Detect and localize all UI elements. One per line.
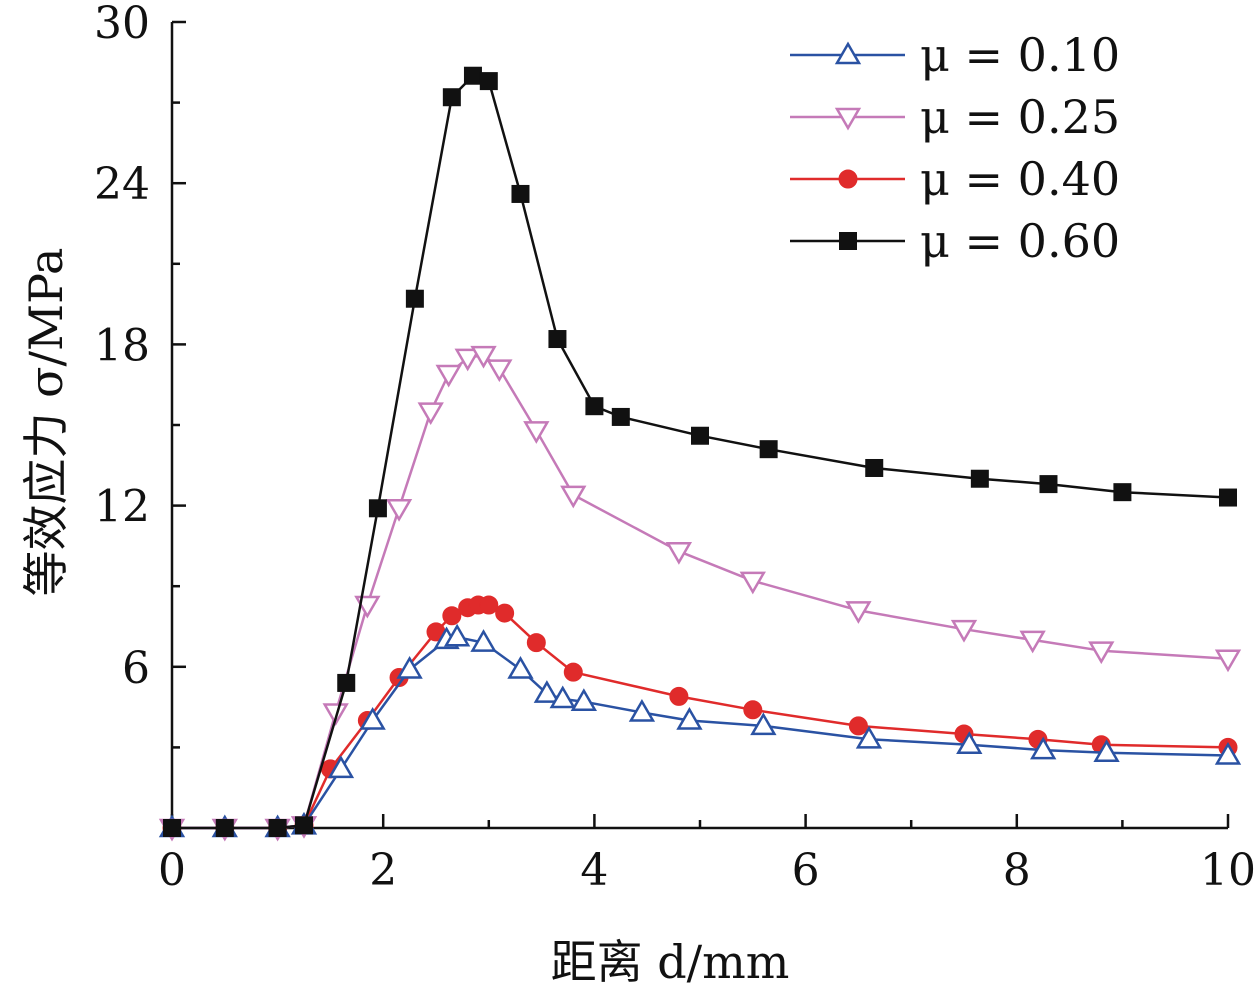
data-point bbox=[1214, 741, 1242, 765]
data-point bbox=[268, 819, 287, 837]
data-point bbox=[435, 364, 462, 388]
data-point bbox=[570, 688, 598, 711]
x-tick-label: 6 bbox=[792, 845, 820, 896]
x-tick-label: 8 bbox=[1003, 845, 1031, 896]
data-point bbox=[611, 407, 630, 426]
legend: μ = 0.10 μ = 0.25 μ = 0.40 μ = 0.60 bbox=[790, 28, 1120, 268]
data-point bbox=[743, 700, 763, 720]
data-point bbox=[215, 819, 234, 837]
legend-swatch-marker bbox=[834, 107, 862, 131]
data-point bbox=[359, 707, 386, 730]
data-point bbox=[848, 716, 868, 736]
data-point bbox=[295, 816, 313, 835]
data-point bbox=[1214, 649, 1242, 673]
data-point bbox=[463, 66, 482, 85]
data-point bbox=[845, 601, 872, 624]
x-tick-label: 2 bbox=[369, 845, 397, 896]
legend-swatch-marker bbox=[834, 41, 862, 65]
data-point bbox=[479, 595, 499, 615]
y-axis-label: 等效应力 σ/MPa bbox=[19, 248, 73, 597]
data-point bbox=[327, 755, 355, 779]
y-tick-label: 6 bbox=[122, 643, 150, 694]
data-point bbox=[442, 88, 461, 107]
data-point bbox=[1088, 641, 1115, 665]
data-point bbox=[417, 402, 444, 426]
legend-swatch-marker bbox=[838, 169, 858, 189]
legend-item: μ = 0.60 bbox=[790, 214, 1120, 268]
data-point bbox=[560, 485, 587, 509]
x-tick-label: 4 bbox=[580, 845, 608, 896]
data-point bbox=[470, 345, 497, 369]
data-point bbox=[1030, 736, 1057, 760]
y-tick-label: 18 bbox=[94, 320, 150, 371]
data-point bbox=[970, 469, 989, 488]
data-point bbox=[1039, 475, 1058, 494]
series-2 bbox=[162, 595, 1238, 838]
series-layer bbox=[158, 66, 1242, 842]
data-point bbox=[442, 606, 462, 626]
series-3 bbox=[163, 66, 1237, 837]
data-point bbox=[396, 655, 423, 679]
data-point bbox=[676, 707, 703, 730]
data-point bbox=[1219, 488, 1237, 507]
data-point bbox=[585, 397, 604, 416]
data-point bbox=[507, 655, 534, 679]
data-point bbox=[950, 619, 978, 643]
data-point bbox=[691, 426, 709, 445]
data-point bbox=[563, 662, 583, 682]
legend-label: μ = 0.25 bbox=[920, 90, 1120, 144]
legend-item: μ = 0.40 bbox=[790, 152, 1120, 206]
data-point bbox=[511, 184, 530, 203]
legend-item: μ = 0.10 bbox=[790, 28, 1120, 82]
x-tick-label: 10 bbox=[1200, 845, 1256, 896]
data-point bbox=[486, 359, 513, 383]
legend-label: μ = 0.60 bbox=[920, 214, 1120, 268]
data-point bbox=[322, 703, 349, 726]
legend-label: μ = 0.10 bbox=[920, 28, 1120, 82]
y-tick-label: 12 bbox=[94, 482, 150, 533]
x-tick-label: 0 bbox=[158, 845, 186, 896]
series-line bbox=[172, 635, 1229, 830]
x-axis-label: 距离 d/mm bbox=[551, 935, 790, 989]
data-point bbox=[385, 499, 413, 522]
data-point bbox=[759, 440, 778, 459]
data-point bbox=[479, 72, 498, 91]
data-point bbox=[337, 673, 356, 692]
data-point bbox=[495, 603, 515, 623]
data-point bbox=[405, 289, 424, 308]
data-point bbox=[526, 633, 546, 653]
legend-swatch-marker bbox=[839, 232, 857, 250]
data-point bbox=[163, 819, 181, 837]
data-point bbox=[549, 685, 576, 709]
data-point bbox=[739, 571, 766, 595]
data-point bbox=[470, 629, 497, 652]
y-tick-label: 24 bbox=[94, 159, 150, 210]
data-point bbox=[665, 542, 693, 565]
data-point bbox=[533, 680, 561, 703]
data-point bbox=[454, 348, 481, 372]
data-point bbox=[669, 686, 689, 706]
data-point bbox=[1019, 630, 1046, 654]
data-point bbox=[1093, 739, 1120, 763]
legend-label: μ = 0.40 bbox=[920, 152, 1120, 206]
y-tick-label: 30 bbox=[94, 0, 150, 49]
data-point bbox=[368, 499, 387, 518]
series-0 bbox=[158, 623, 1242, 838]
legend-item: μ = 0.25 bbox=[790, 90, 1120, 144]
data-point bbox=[865, 458, 884, 477]
data-point bbox=[855, 725, 883, 749]
data-point bbox=[956, 731, 983, 754]
data-point bbox=[628, 698, 656, 722]
data-point bbox=[443, 623, 471, 647]
data-point bbox=[548, 330, 567, 349]
data-point bbox=[523, 421, 550, 444]
data-point bbox=[750, 712, 777, 736]
series-line bbox=[172, 353, 1229, 830]
data-point bbox=[1113, 483, 1132, 502]
